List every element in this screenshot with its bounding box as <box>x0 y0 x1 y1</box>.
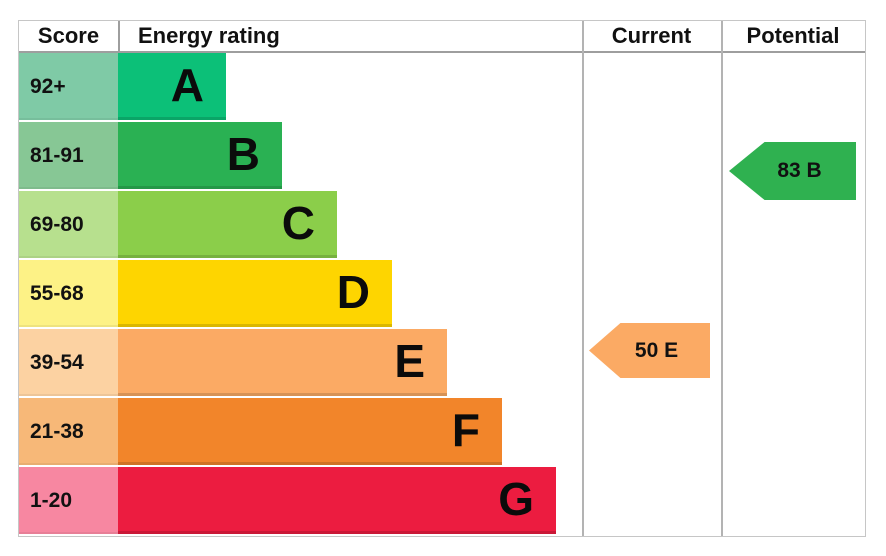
band-letter-b: B <box>226 128 260 180</box>
score-range-a: 92+ <box>19 53 118 120</box>
rating-bar-c: C <box>118 191 337 258</box>
rating-row-c: 69-80 C <box>19 191 865 260</box>
rating-row-a: 92+ A <box>19 53 865 122</box>
rating-table: Score Energy rating Current Potential 92… <box>18 20 866 537</box>
rating-row-e: 39-54 E <box>19 329 865 398</box>
band-letter-d: D <box>336 266 370 318</box>
band-letter-c: C <box>281 197 315 249</box>
score-range-d: 55-68 <box>19 260 118 327</box>
column-header-energy-rating: Energy rating <box>138 23 280 48</box>
column-header-score: Score <box>37 23 100 48</box>
score-range-b: 81-91 <box>19 122 118 189</box>
rating-bar-d: D <box>118 260 392 327</box>
band-letter-e: E <box>394 335 425 387</box>
rating-bar-b: B <box>118 122 282 189</box>
column-divider-potential <box>721 21 723 536</box>
table-header-row: Score Energy rating Current Potential <box>19 21 865 53</box>
column-header-potential: Potential <box>746 23 840 48</box>
band-letter-a: A <box>170 59 204 111</box>
score-range-e: 39-54 <box>19 329 118 396</box>
rating-bar-g: G <box>118 467 556 534</box>
score-range-f: 21-38 <box>19 398 118 465</box>
rating-bar-e: E <box>118 329 447 396</box>
rating-row-g: 1-20 G <box>19 467 865 536</box>
rating-row-d: 55-68 D <box>19 260 865 329</box>
rating-rows: 92+ A 81-91 B 69-80 C 55-68 D 39-54 E 21… <box>19 53 865 536</box>
rating-bar-f: F <box>118 398 502 465</box>
rating-row-f: 21-38 F <box>19 398 865 467</box>
score-range-g: 1-20 <box>19 467 118 534</box>
potential-rating-label: 83 B <box>777 159 822 182</box>
column-header-current: Current <box>611 23 692 48</box>
band-letter-f: F <box>451 404 480 456</box>
current-rating-label: 50 E <box>634 338 679 362</box>
column-divider-current <box>582 21 584 536</box>
rating-row-b: 81-91 B <box>19 122 865 191</box>
band-letter-g: G <box>498 473 534 525</box>
rating-bar-a: A <box>118 53 226 120</box>
score-range-c: 69-80 <box>19 191 118 258</box>
header-divider-score-rating <box>118 21 120 51</box>
